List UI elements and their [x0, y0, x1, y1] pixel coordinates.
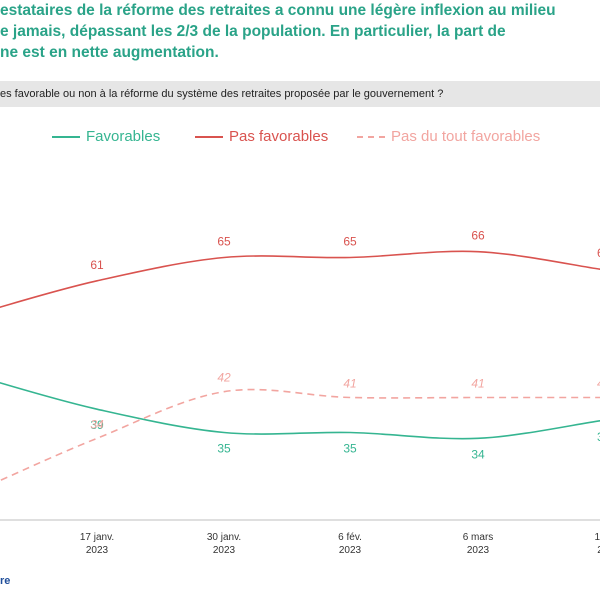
- x-tick-label: 30 janv.: [207, 532, 241, 543]
- legend-line-pas-du-tout-favorables: [357, 135, 385, 138]
- legend-item-favorables: Favorables: [52, 128, 160, 145]
- data-label-favorables: 35: [217, 442, 231, 456]
- legend-item-pas-du-tout-favorables: Pas du tout favorables: [357, 128, 540, 145]
- x-tick-label-year: 2023: [467, 545, 490, 556]
- data-label-pas-du-tout: 4: [597, 377, 600, 391]
- x-tick-label: 6 mars: [463, 532, 494, 543]
- legend-label-pas-du-tout-favorables: Pas du tout favorables: [391, 128, 541, 145]
- x-tick-label: 6 fév.: [338, 532, 362, 543]
- legend-label-favorables: Favorables: [86, 128, 161, 145]
- question-bar: es favorable ou non à la réforme du syst…: [0, 81, 600, 107]
- data-label-favorables: 34: [471, 447, 485, 461]
- x-tick-label-year: 2023: [213, 545, 236, 556]
- x-tick-label: 17 janv.: [80, 532, 114, 543]
- x-tick-label-year: 2: [597, 545, 600, 556]
- x-tick-label-year: 2023: [339, 545, 362, 556]
- question-text: es favorable ou non à la réforme du syst…: [0, 88, 444, 100]
- x-tick-label-year: 2023: [86, 545, 109, 556]
- legend-line-favorables: [52, 135, 80, 138]
- series-line-favorables: [0, 382, 600, 440]
- legend-line-pas-favorables: [195, 135, 223, 138]
- headline-line-3: ne est en nette augmentation.: [0, 44, 219, 61]
- legend-item-pas-favorables: Pas favorables: [195, 128, 328, 145]
- line-chart: 17 janv. 2023 30 janv. 2023 6 fév. 2023 6 mars…: [0, 229, 600, 556]
- data-label-pas-du-tout: 41: [343, 377, 356, 391]
- headline-line-1: estataires de la réforme des retraites a…: [0, 2, 556, 19]
- data-label-pas-favorables: 65: [217, 235, 231, 249]
- data-label-pas-favorables: 6: [597, 246, 600, 260]
- headline: estataires de la réforme des retraites a…: [0, 0, 600, 63]
- data-label-pas-du-tout: 42: [217, 371, 231, 385]
- series-line-pas-favorables: [0, 250, 600, 308]
- data-label-pas-du-tout: 34: [90, 417, 104, 431]
- data-label-pas-favorables: 65: [343, 235, 357, 249]
- data-label-pas-favorables: 61: [90, 258, 104, 272]
- headline-line-2: e jamais, dépassant les 2/3 de la popula…: [0, 23, 506, 40]
- chart-legend: Favorables Pas favorables Pas du tout fa…: [0, 128, 600, 150]
- data-label-pas-favorables: 66: [471, 229, 485, 243]
- data-label-favorables: 39: [90, 418, 104, 432]
- series-line-pas-du-tout: [0, 388, 600, 482]
- data-label-favorables: 35: [343, 442, 357, 456]
- source-text: re: [0, 575, 11, 587]
- data-label-favorables: 3: [597, 430, 600, 444]
- x-tick-label: 14: [594, 532, 600, 543]
- data-label-pas-du-tout: 41: [471, 377, 484, 391]
- legend-label-pas-favorables: Pas favorables: [229, 128, 329, 145]
